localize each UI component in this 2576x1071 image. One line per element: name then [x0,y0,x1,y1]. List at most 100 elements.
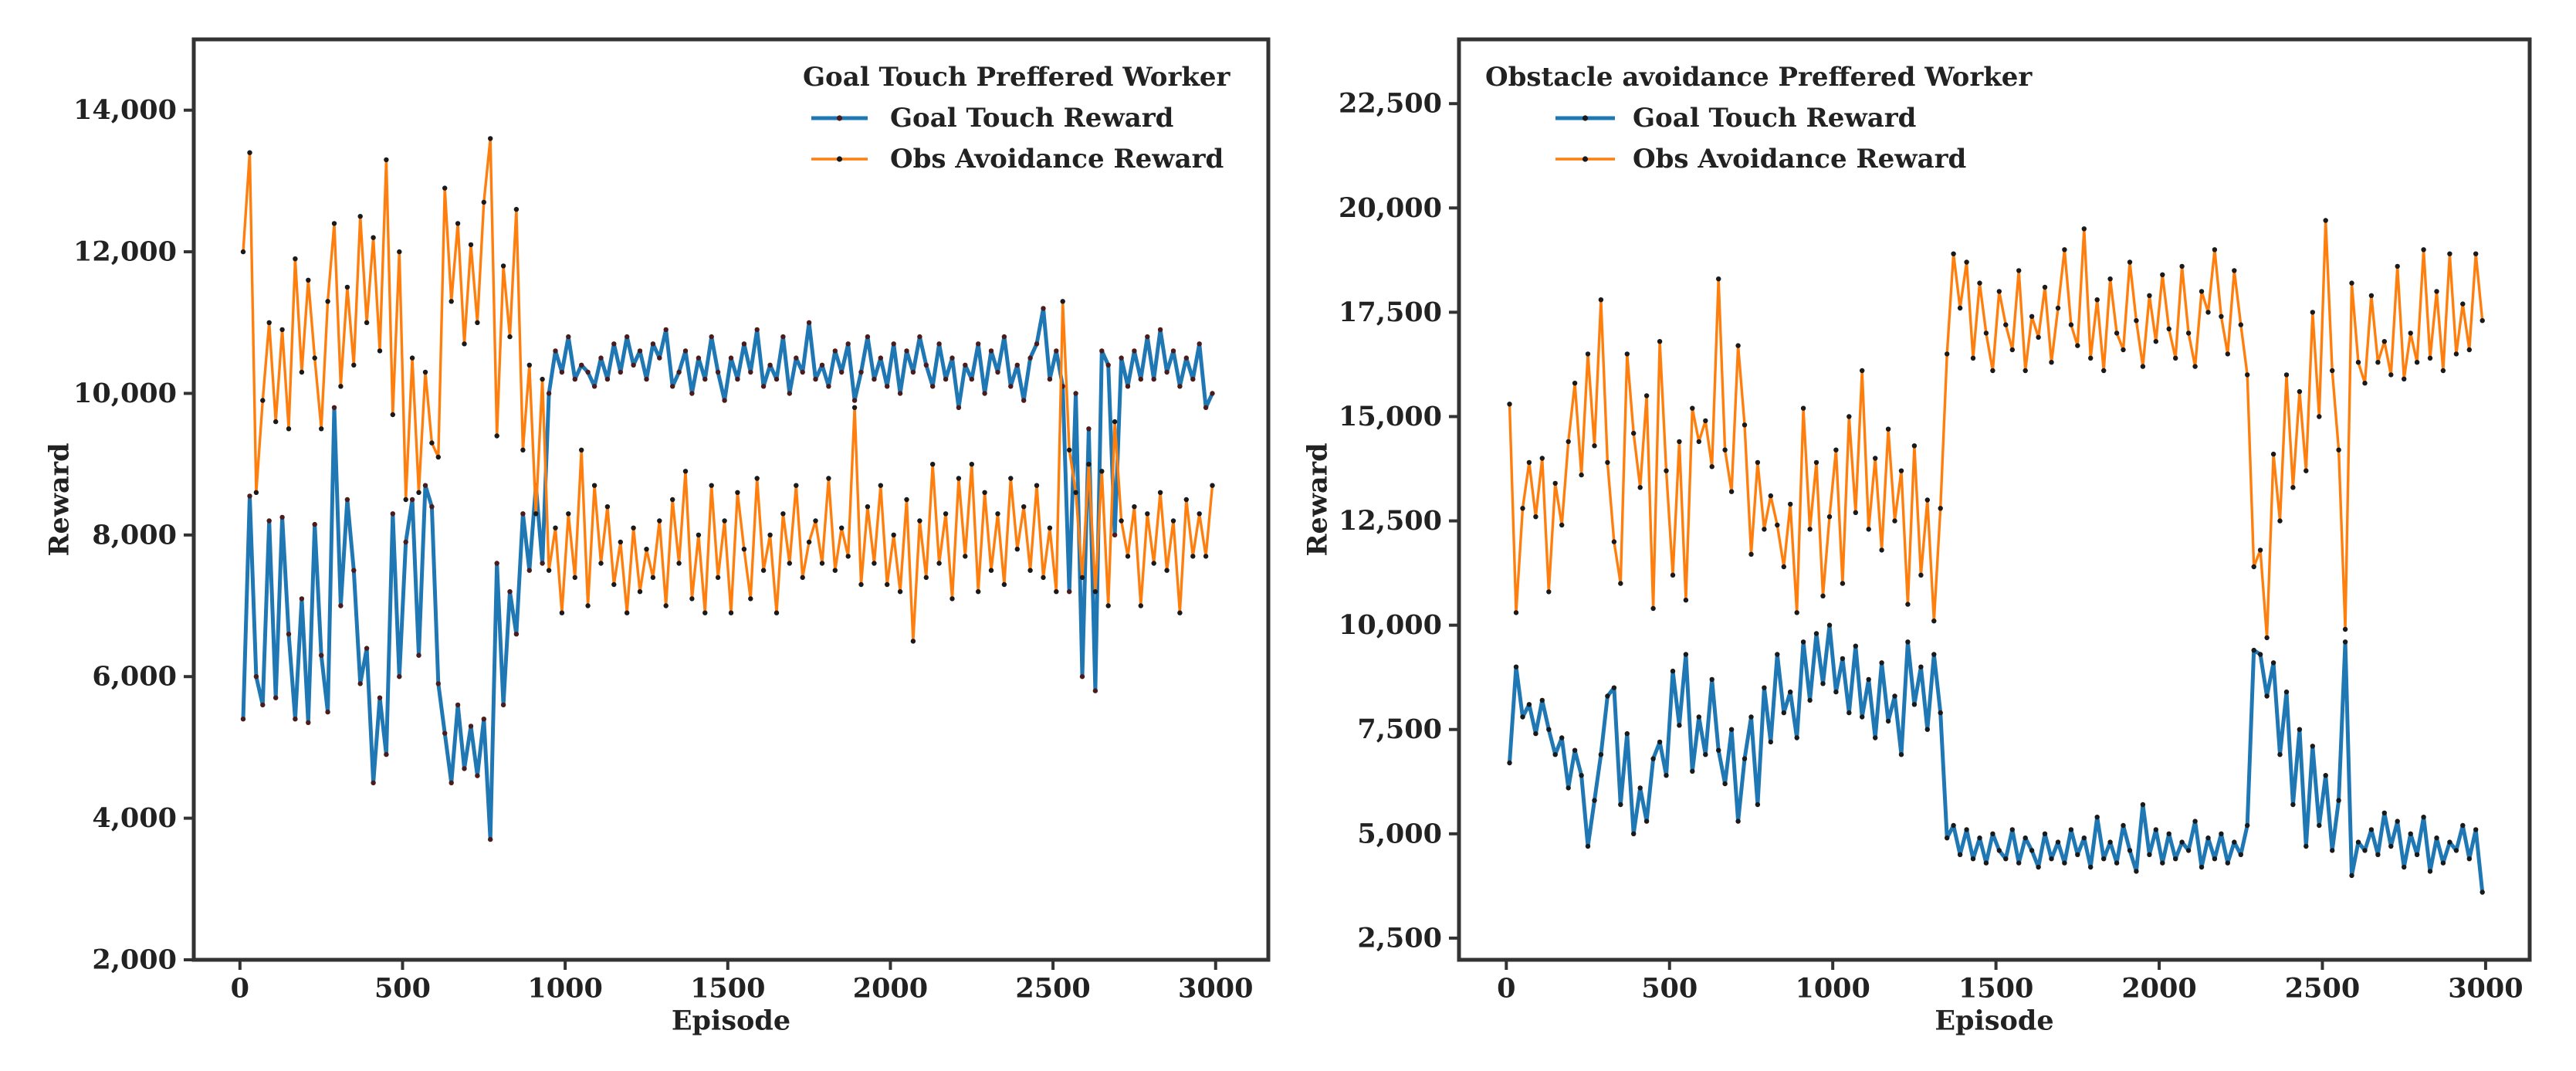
series-obs-avoidance-reward [1507,218,2485,641]
data-point-goal-touch-reward [1092,688,1098,693]
data-point-goal-touch-reward [657,355,662,361]
data-point-goal-touch-reward [1683,652,1689,657]
data-point-obs-avoidance-reward [1598,297,1604,303]
data-point-goal-touch-reward [625,334,630,340]
data-point-goal-touch-reward [455,702,461,708]
data-point-obs-avoidance-reward [1898,468,1904,473]
data-point-goal-touch-reward [1631,831,1637,837]
data-point-obs-avoidance-reward [1788,501,1793,507]
data-point-obs-avoidance-reward [2107,276,2113,282]
y-tick-label: 17,500 [1339,297,1442,328]
data-point-obs-avoidance-reward [1885,426,1891,432]
data-point-obs-avoidance-reward [858,581,864,588]
data-point-obs-avoidance-reward [1762,527,1767,532]
data-point-obs-avoidance-reward [2388,372,2394,378]
data-point-obs-avoidance-reward [2453,351,2459,357]
data-point-obs-avoidance-reward [2283,372,2290,378]
data-point-goal-touch-reward [845,341,851,347]
data-point-goal-touch-reward [872,376,877,382]
data-point-goal-touch-reward [839,369,845,375]
data-point-obs-avoidance-reward [2362,381,2368,386]
data-point-goal-touch-reward [1885,718,1891,724]
data-point-goal-touch-reward [591,384,597,389]
data-point-goal-touch-reward [1067,589,1072,595]
data-point-goal-touch-reward [949,355,955,361]
data-point-goal-touch-reward [604,376,611,382]
data-point-goal-touch-reward [422,483,428,488]
data-point-obs-avoidance-reward [1579,472,1584,478]
data-point-goal-touch-reward [2166,831,2171,837]
x-tick-label: 3000 [2448,973,2523,1005]
data-point-obs-avoidance-reward [442,185,448,191]
data-point-goal-touch-reward [1892,693,1897,699]
data-point-goal-touch-reward [338,603,344,608]
data-point-obs-avoidance-reward [1957,305,1963,311]
data-point-goal-touch-reward [1911,702,1918,707]
data-point-obs-avoidance-reward [2414,360,2420,365]
data-point-obs-avoidance-reward [995,511,1000,517]
data-point-obs-avoidance-reward [1735,343,1741,348]
data-point-obs-avoidance-reward [371,235,376,240]
data-point-goal-touch-reward [1977,835,1982,841]
data-point-obs-avoidance-reward [500,263,506,269]
data-point-obs-avoidance-reward [1138,603,1144,608]
data-point-obs-avoidance-reward [1716,276,1721,282]
data-point-obs-avoidance-reward [2166,326,2171,332]
data-point-obs-avoidance-reward [865,504,871,510]
data-point-goal-touch-reward [468,724,474,729]
data-point-obs-avoidance-reward [2036,334,2041,340]
data-point-goal-touch-reward [1598,752,1604,757]
data-point-goal-touch-reward [546,391,552,396]
data-point-goal-touch-reward [1690,768,1695,774]
data-point-obs-avoidance-reward [1826,514,1833,520]
data-point-goal-touch-reward [963,362,968,368]
data-point-obs-avoidance-reward [1945,351,1950,357]
data-point-goal-touch-reward [2127,848,2133,853]
data-point-goal-touch-reward [1722,781,1728,787]
data-point-goal-touch-reward [2355,839,2361,845]
data-point-obs-avoidance-reward [2434,289,2439,294]
data-point-obs-avoidance-reward [1605,459,1610,466]
data-point-goal-touch-reward [409,497,415,503]
data-point-obs-avoidance-reward [319,426,324,432]
y-tick-label: 5,000 [1357,818,1442,849]
data-point-obs-avoidance-reward [1977,280,1982,286]
data-point-obs-avoidance-reward [293,256,298,262]
data-point-goal-touch-reward [240,717,246,722]
data-point-obs-avoidance-reward [806,539,812,545]
data-point-goal-touch-reward [2232,839,2237,845]
data-point-obs-avoidance-reward [2447,251,2452,256]
data-point-obs-avoidance-reward [1931,619,1937,624]
data-point-goal-touch-reward [2042,831,2048,837]
data-point-goal-touch-reward [462,766,467,771]
series-line-goal-touch-reward [241,306,1214,842]
data-point-obs-avoidance-reward [2068,322,2074,327]
data-point-goal-touch-reward [540,561,545,566]
data-point-goal-touch-reward [2330,848,2335,853]
data-point-goal-touch-reward [500,702,506,708]
data-point-obs-avoidance-reward [1034,483,1040,488]
data-point-goal-touch-reward [1027,355,1033,361]
data-point-goal-touch-reward [2402,864,2407,870]
data-point-goal-touch-reward [2381,810,2387,816]
data-point-obs-avoidance-reward [2297,388,2303,395]
data-point-obs-avoidance-reward [579,447,584,452]
data-point-goal-touch-reward [2283,689,2290,695]
data-point-goal-touch-reward [1125,384,1131,389]
data-point-goal-touch-reward [2094,815,2100,820]
data-point-goal-touch-reward [1970,856,1976,862]
data-point-obs-avoidance-reward [2257,547,2263,553]
data-point-obs-avoidance-reward [1813,459,1819,466]
series-goal-touch-reward [240,306,1215,842]
data-point-goal-touch-reward [293,717,298,722]
legend-label: Obs Avoidance Reward [890,144,1224,175]
data-point-obs-avoidance-reward [488,136,493,141]
data-point-obs-avoidance-reward [1990,368,1995,374]
data-point-goal-touch-reward [1794,735,1799,741]
data-point-goal-touch-reward [2447,839,2452,845]
data-point-obs-avoidance-reward [449,299,454,304]
data-point-goal-touch-reward [344,497,350,503]
data-point-obs-avoidance-reward [513,206,520,212]
x-tick-label: 0 [231,973,249,1005]
data-point-goal-touch-reward [1728,727,1735,732]
